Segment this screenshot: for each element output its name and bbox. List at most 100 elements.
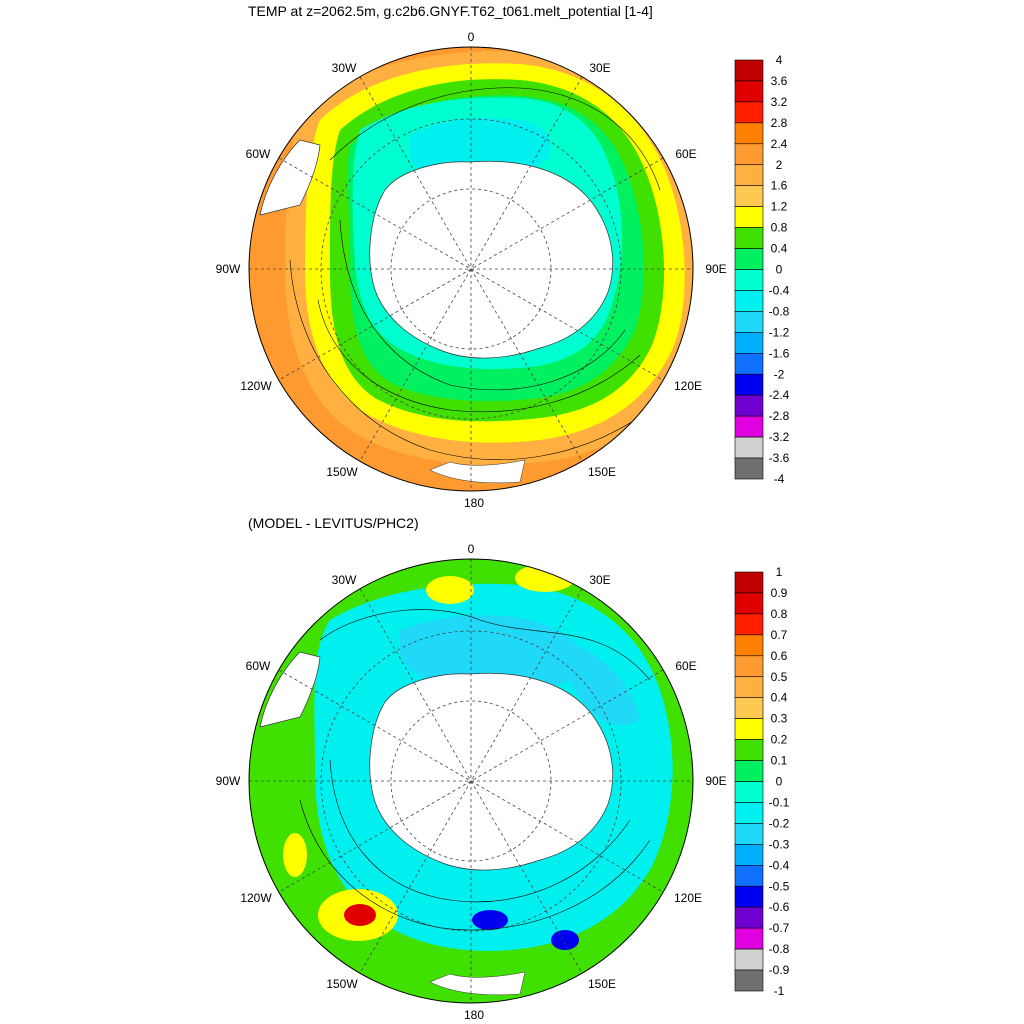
colorbar-swatch bbox=[734, 781, 764, 803]
panel2-graticule bbox=[249, 559, 693, 1003]
panel1-land-patch-south bbox=[429, 459, 526, 484]
colorbar-swatch bbox=[734, 592, 764, 615]
panel2-map-boundary bbox=[248, 558, 694, 1004]
colorbar-swatch bbox=[734, 844, 764, 866]
lon-label-180: 180 bbox=[464, 1008, 484, 1022]
colorbar-tick-label: -4 bbox=[774, 472, 785, 486]
colorbar-tick-label: -0.8 bbox=[769, 304, 790, 318]
colorbar-swatch bbox=[734, 122, 764, 145]
colorbar-swatch bbox=[734, 864, 764, 887]
colorbar-swatch bbox=[734, 436, 764, 459]
colorbar-swatch bbox=[734, 948, 764, 971]
lon-label-30e: 30E bbox=[589, 573, 610, 587]
colorbar-swatch bbox=[734, 676, 764, 699]
colorbar-swatch bbox=[734, 269, 764, 291]
colorbar-swatch bbox=[734, 311, 764, 333]
panel1-contour bbox=[317, 299, 641, 413]
colorbar-swatch bbox=[734, 80, 764, 103]
colorbar-swatch bbox=[734, 373, 764, 396]
panel2-south-america-landmass bbox=[259, 651, 321, 728]
colorbar-swatch bbox=[734, 634, 764, 657]
panel1-contour bbox=[329, 87, 661, 191]
colorbar-tick-label: 1 bbox=[776, 565, 783, 579]
panel2-colorbar-labels: 1 0.9 0.8 0.7 0.6 0.5 0.4 0.3 0.2 0.1 0 -0.1 -0.2 -0.… bbox=[769, 565, 790, 998]
colorbar-tick-label: 3.6 bbox=[771, 74, 788, 88]
colorbar-tick-label: 0.8 bbox=[771, 607, 788, 621]
panel2-warm-anomaly bbox=[283, 833, 307, 877]
panel1-title: TEMP at z=2062.5m, g.c2b6.GNYF.T62_t061.… bbox=[248, 3, 653, 19]
colorbar-swatch bbox=[734, 927, 764, 950]
panel2-hot-anomaly bbox=[344, 904, 376, 926]
colorbar-tick-label: 0.3 bbox=[771, 712, 788, 726]
lon-label-120e: 120E bbox=[674, 891, 702, 905]
colorbar-tick-label: -0.1 bbox=[769, 795, 790, 809]
panel1-contour bbox=[339, 219, 626, 391]
colorbar-tick-label: -1.6 bbox=[769, 346, 790, 360]
colorbar-tick-label: -0.8 bbox=[769, 942, 790, 956]
lon-label-120w: 120W bbox=[240, 379, 272, 393]
lon-label-90e: 90E bbox=[705, 774, 726, 788]
colorbar-swatch bbox=[734, 718, 764, 740]
colorbar-tick-label: 2.4 bbox=[771, 137, 788, 151]
colorbar-swatch bbox=[734, 760, 764, 782]
colorbar-tick-label: -2.4 bbox=[769, 388, 790, 402]
colorbar-tick-label: 3.2 bbox=[771, 95, 788, 109]
colorbar-swatch bbox=[734, 655, 764, 678]
lon-label-120w: 120W bbox=[240, 891, 272, 905]
panel2-antarctica-landmass bbox=[369, 672, 613, 871]
colorbar-swatch bbox=[734, 248, 764, 270]
colorbar-tick-label: 0 bbox=[776, 775, 783, 789]
panel1-map-boundary bbox=[248, 46, 694, 492]
colorbar-tick-label: 0.4 bbox=[771, 242, 788, 256]
panel1-contour bbox=[289, 259, 651, 460]
colorbar-tick-label: 2 bbox=[776, 158, 783, 172]
panel2-very-cold-anomaly bbox=[472, 910, 508, 930]
colorbar-swatch bbox=[734, 227, 764, 249]
lon-label-90w: 90W bbox=[216, 774, 241, 788]
panel2-warm-anomaly bbox=[426, 576, 474, 604]
colorbar-swatch bbox=[734, 185, 764, 207]
colorbar-tick-label: 2.8 bbox=[771, 116, 788, 130]
lon-label-120e: 120E bbox=[674, 379, 702, 393]
colorbar-swatch bbox=[734, 697, 764, 719]
colorbar-swatch bbox=[734, 802, 764, 824]
panel2-warm-anomaly bbox=[515, 564, 575, 592]
lon-label-30e: 30E bbox=[589, 61, 610, 75]
colorbar-tick-label: -1 bbox=[774, 984, 785, 998]
panel1-south-america-landmass bbox=[259, 139, 321, 216]
colorbar-swatch bbox=[734, 164, 764, 187]
lon-label-150w: 150W bbox=[326, 465, 358, 479]
colorbar-tick-label: 0.8 bbox=[771, 221, 788, 235]
lon-label-90w: 90W bbox=[216, 262, 241, 276]
colorbar-tick-label: -3.2 bbox=[769, 430, 790, 444]
colorbar-tick-label: -2 bbox=[774, 367, 785, 381]
colorbar-tick-label: -1.2 bbox=[769, 325, 790, 339]
colorbar-swatch bbox=[734, 101, 764, 124]
lon-label-0: 0 bbox=[468, 30, 475, 44]
panel1-graticule bbox=[249, 47, 693, 491]
panel2-contour bbox=[319, 609, 651, 681]
lon-label-60w: 60W bbox=[246, 659, 271, 673]
lon-label-60e: 60E bbox=[675, 659, 696, 673]
panel1-colorbar-labels: 4 3.6 3.2 2.8 2.4 2 1.6 1.2 0.8 0.4 0 -0.4 -0.8 -1.2 -… bbox=[769, 53, 790, 486]
colorbar-tick-label: 4 bbox=[776, 53, 783, 67]
colorbar-tick-label: -2.8 bbox=[769, 409, 790, 423]
colorbar-tick-label: 1.6 bbox=[771, 179, 788, 193]
colorbar-tick-label: 0.7 bbox=[771, 628, 788, 642]
colorbar-tick-label: -0.6 bbox=[769, 900, 790, 914]
colorbar-swatch bbox=[734, 885, 764, 908]
lon-label-60w: 60W bbox=[246, 147, 271, 161]
panel2-colorbar bbox=[734, 571, 764, 992]
panel1-antarctica-landmass bbox=[369, 160, 613, 359]
colorbar-tick-label: -0.4 bbox=[769, 858, 790, 872]
colorbar-swatch bbox=[734, 290, 764, 312]
colorbar-swatch bbox=[734, 59, 764, 82]
colorbar-swatch bbox=[734, 739, 764, 761]
colorbar-tick-label: -0.2 bbox=[769, 816, 790, 830]
colorbar-tick-label: 0.5 bbox=[771, 670, 788, 684]
lon-label-180: 180 bbox=[464, 496, 484, 510]
lon-label-150e: 150E bbox=[588, 977, 616, 991]
colorbar-tick-label: -0.7 bbox=[769, 921, 790, 935]
panel1-map bbox=[249, 47, 693, 491]
colorbar-swatch bbox=[734, 332, 764, 354]
